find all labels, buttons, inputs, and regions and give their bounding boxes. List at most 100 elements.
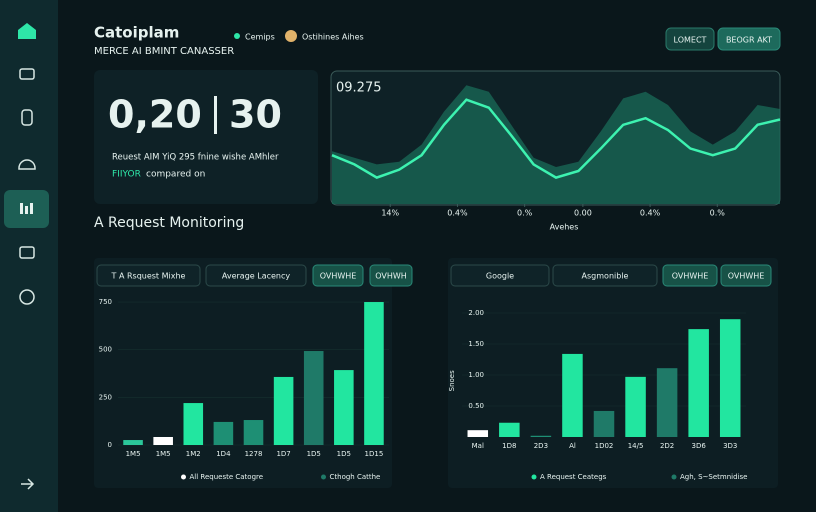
x-tick-label: 1M5: [156, 450, 171, 458]
header-legend: Ostihines Aihes: [302, 33, 364, 42]
legend-label: Agh, S~Setmnidise: [680, 473, 747, 481]
kpi-note: Reuest AIM YiQ 295 fnine wishe AMhler: [112, 153, 279, 163]
x-tick-label: 1D02: [595, 442, 614, 450]
bar: [183, 403, 204, 445]
legend-swatch: [671, 474, 677, 480]
tab-label[interactable]: Google: [486, 272, 514, 281]
bar: [243, 420, 264, 445]
tab-label[interactable]: OVHWH: [375, 272, 407, 281]
x-tick-label: 2D2: [660, 442, 674, 450]
home-icon[interactable]: [18, 23, 36, 39]
box-icon[interactable]: [19, 246, 35, 259]
bar: [303, 351, 324, 445]
gauge-icon[interactable]: [18, 159, 36, 170]
x-tick-label: 1D5: [307, 450, 321, 458]
avatar: [285, 30, 297, 42]
y-axis-label: Snoes: [448, 370, 456, 391]
y-tick-label: 0: [108, 441, 112, 449]
tab[interactable]: [450, 264, 550, 287]
y-tick-label: 1.50: [468, 340, 484, 348]
x-tick-label: 14/5: [628, 442, 644, 450]
y-tick-label: 750: [99, 298, 112, 306]
app-title: Catoiplam: [94, 24, 179, 42]
header-legend: Cemips: [245, 33, 275, 42]
button[interactable]: [665, 27, 715, 51]
tab-label[interactable]: Average Lacency: [222, 272, 291, 281]
legend-label: Cthogh Catthe: [330, 473, 381, 481]
x-tick-label: Al: [569, 442, 576, 450]
x-tick-label: 0.4%: [447, 209, 468, 218]
device-icon[interactable]: [21, 109, 33, 126]
legend-swatch: [321, 474, 326, 480]
legend-dot: [234, 33, 240, 39]
bar: [334, 370, 354, 445]
expand-arrow[interactable]: [21, 478, 35, 490]
x-tick-label: 2D3: [534, 442, 548, 450]
button-label[interactable]: BEOGR AKT: [726, 36, 772, 45]
bar: [688, 329, 709, 437]
x-tick-label: 0.%: [710, 209, 726, 218]
bar: [364, 302, 384, 445]
y-tick-label: 2.00: [468, 309, 484, 317]
bar: [530, 435, 552, 437]
x-tick-label: 1D8: [502, 442, 516, 450]
tab-label[interactable]: T A Rsquest Mixhe: [111, 272, 186, 281]
x-tick-label: 1D7: [276, 450, 290, 458]
tab[interactable]: [96, 264, 201, 287]
chart-title: 09.275: [336, 81, 382, 96]
kpi-highlight: FIIYOR: [112, 170, 141, 180]
line: [331, 98, 781, 179]
kpi-value: 30: [229, 93, 282, 137]
bar: [153, 436, 173, 445]
x-tick-label: 0.%: [517, 209, 533, 218]
sidebar: [0, 0, 58, 512]
legend-label: A Request Ceategs: [540, 473, 607, 481]
tab[interactable]: [369, 264, 413, 287]
y-tick-label: 250: [99, 393, 112, 401]
y-tick-label: 1.00: [468, 371, 484, 379]
x-tick-label: 1M2: [186, 450, 201, 458]
x-tick-label: Mal: [472, 442, 484, 450]
x-tick-label: 1M5: [126, 450, 141, 458]
bar: [499, 422, 520, 437]
tab-label[interactable]: Asgmonible: [582, 272, 629, 281]
tab-label[interactable]: OVHWHE: [728, 272, 765, 281]
bar: [562, 353, 583, 437]
kpi-divider: [214, 96, 217, 134]
area: [332, 85, 780, 204]
x-tick-label: 14%: [381, 209, 399, 218]
y-tick-label: 0.50: [468, 402, 484, 410]
legend-label: All Requeste Catogre: [190, 473, 264, 481]
x-tick-label: 3D6: [692, 442, 707, 450]
x-tick-label: 1D4: [216, 450, 231, 458]
x-tick-label: 3D3: [723, 442, 737, 450]
tab[interactable]: [205, 264, 307, 287]
bar: [213, 421, 234, 445]
legend-swatch: [531, 474, 537, 480]
x-tick-label: 1D5: [337, 450, 351, 458]
tab-label[interactable]: OVHWHE: [672, 272, 709, 281]
monitor-icon[interactable]: [19, 68, 35, 80]
bar: [467, 430, 489, 437]
app-subtitle: MERCE AI BMINT CANASSER: [94, 46, 234, 57]
legend-swatch: [181, 474, 186, 480]
tab[interactable]: [662, 264, 718, 287]
kpi-note: compared on: [146, 170, 205, 180]
bar: [719, 319, 741, 437]
bar: [273, 376, 294, 445]
button-label[interactable]: LOMECT: [674, 36, 707, 45]
bar: [593, 410, 615, 437]
x-axis-label: Avehes: [550, 223, 579, 232]
section-title: A Request Monitoring: [94, 215, 244, 231]
tab-label[interactable]: OVHWHE: [320, 272, 357, 281]
x-tick-label: 1278: [245, 450, 263, 458]
x-tick-label: 0.4%: [640, 209, 661, 218]
kpi-value: 0,20: [108, 93, 202, 137]
tab[interactable]: [720, 264, 772, 287]
tab[interactable]: [552, 264, 658, 287]
timer-icon[interactable]: [19, 289, 35, 305]
button[interactable]: [717, 27, 781, 51]
tab[interactable]: [312, 264, 364, 287]
